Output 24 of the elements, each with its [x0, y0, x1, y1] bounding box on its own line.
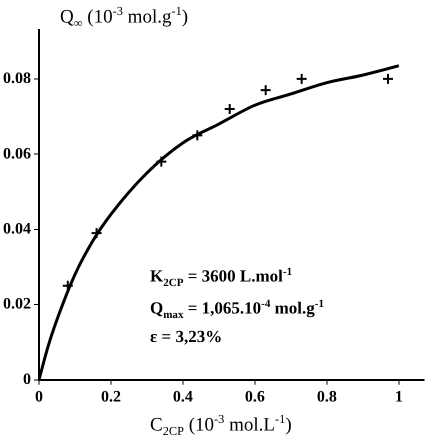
- annotation: ε = 3,23%: [150, 326, 224, 348]
- point: [260, 84, 272, 96]
- x-axis-title: C$_{2CP}$ (10$^{-3}$ mol.L$^{-1}$): [150, 412, 292, 440]
- annotation: Q$_{max}$ = 1,065.10$^{-4}$ mol.g$^{-1}$: [150, 297, 324, 324]
- annotation: K$_{2CP}$ = 3600 L.mol$^{-1}$: [150, 265, 294, 292]
- point: [62, 280, 74, 292]
- point: [191, 129, 204, 142]
- y-tick-label: 0.04: [3, 220, 31, 238]
- x-tick-label: 0.2: [100, 388, 121, 406]
- point: [155, 156, 168, 168]
- x-tick-label: 1: [394, 388, 403, 406]
- x-tick-label: 0.6: [244, 388, 265, 406]
- y-tick-label: 0.02: [3, 296, 31, 313]
- x-tick-label: 0: [35, 388, 43, 406]
- x-tick-label: 0.8: [316, 388, 337, 406]
- x-tick-label: 0.4: [172, 388, 193, 406]
- point: [296, 72, 308, 85]
- y-tick-label: 0.06: [3, 145, 31, 162]
- y-tick-label: 0: [23, 370, 31, 388]
- point: [382, 72, 394, 85]
- point: [224, 102, 236, 115]
- point: [90, 227, 103, 240]
- y-tick-label: 0.08: [3, 70, 31, 88]
- y-axis-title: Q$_{∞}$ (10$^{-3}$ mol.g$^{-1}$): [60, 4, 188, 32]
